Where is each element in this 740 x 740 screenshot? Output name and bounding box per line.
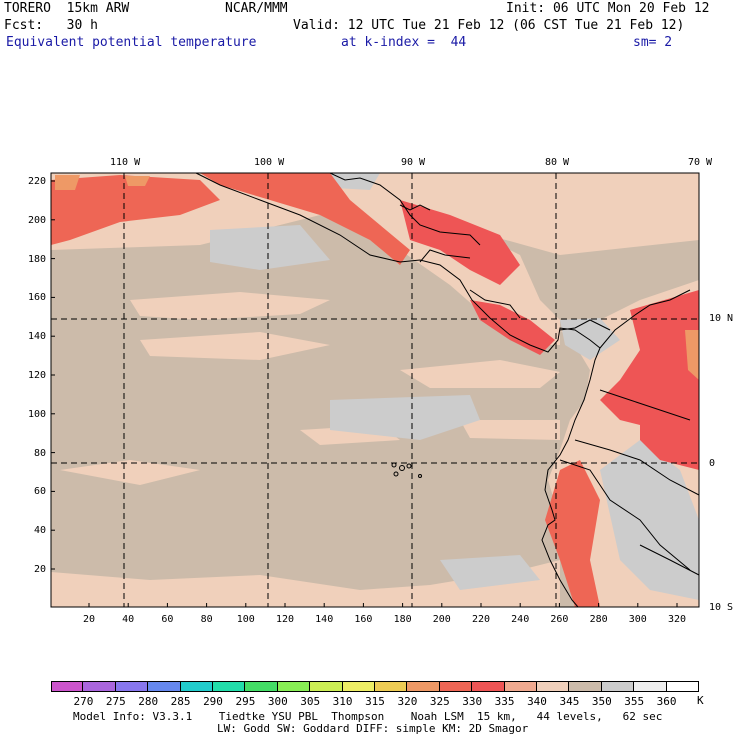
colorbar-label: 290 <box>203 695 223 708</box>
colorbar-swatch <box>504 681 537 692</box>
colorbar-swatch <box>666 681 699 692</box>
y-tick-label: 60 <box>33 486 46 498</box>
y-tick-label: 160 <box>27 292 46 304</box>
x-tick-label: 260 <box>550 614 569 625</box>
lon-label-80w: 80 W <box>545 157 570 168</box>
colorbar-label: 320 <box>397 695 418 708</box>
x-tick-label: 280 <box>589 614 608 625</box>
x-tick-label: 20 <box>82 614 96 625</box>
lon-label-110w: 110 W <box>110 157 141 168</box>
colorbar-swatch <box>51 681 84 692</box>
colorbar-label: 305 <box>300 695 321 708</box>
x-tick-label: 320 <box>667 614 687 625</box>
x-tick-label: 200 <box>432 614 451 625</box>
colorbar-swatch <box>472 681 505 692</box>
y-tick-label: 180 <box>27 253 46 265</box>
x-tick-label: 300 <box>628 614 647 625</box>
plot-frame <box>50 172 700 608</box>
colorbar-label: 275 <box>105 695 126 708</box>
x-tick-label: 40 <box>122 614 135 625</box>
colorbar-swatch <box>439 681 473 692</box>
colorbar-swatch <box>83 681 116 692</box>
colorbar-label: 300 <box>267 695 288 708</box>
x-tick-label: 120 <box>275 614 295 625</box>
coastlines <box>195 172 700 608</box>
x-tick-label: 220 <box>471 614 491 625</box>
y-tick-label: 120 <box>27 370 46 381</box>
y-tick-label: 200 <box>27 214 46 226</box>
theta-e-field <box>51 173 699 607</box>
colorbar-label: 350 <box>591 695 612 708</box>
colorbar-swatch <box>375 681 408 692</box>
field-name: Equivalent potential temperature <box>6 35 257 50</box>
x-tick-label: 240 <box>511 614 530 625</box>
colorbar-label: 340 <box>527 695 547 708</box>
x-tick-label: 180 <box>393 614 412 625</box>
x-tick-label: 140 <box>315 614 334 625</box>
colorbar-swatch <box>148 681 181 692</box>
lon-label-100w: 100 W <box>254 157 285 168</box>
colorbar-swatch <box>537 681 570 692</box>
model-info: Model Info: V3.3.1 Tiedtke YSU PBL Thomp… <box>73 710 663 723</box>
lon-label-70w: 70 W <box>688 157 713 168</box>
colorbar-swatch <box>310 681 343 692</box>
y-tick-label: 140 <box>27 331 46 343</box>
model-title: TORERO 15km ARW <box>4 1 130 16</box>
org-label: NCAR/MMM <box>225 1 288 16</box>
colorbar-swatch <box>634 681 667 692</box>
colorbar-label: 325 <box>429 695 450 708</box>
lat-label-0: 0 <box>709 458 716 469</box>
colorbar-swatch <box>115 681 149 692</box>
galapagos-islands <box>391 462 422 478</box>
level-label: at k-index = 44 <box>341 35 467 50</box>
colorbar-label: 270 <box>73 695 94 708</box>
physics-info: LW: Godd SW: Goddard DIFF: simple KM: 2D… <box>217 722 529 735</box>
colorbar-swatch <box>180 681 213 692</box>
colorbar-label: 330 <box>462 695 483 708</box>
valid-time: Valid: 12 UTC Tue 21 Feb 12 (06 CST Tue … <box>293 18 685 33</box>
graticule <box>51 173 699 607</box>
forecast-hour: Fcst: 30 h <box>4 18 98 33</box>
y-tick-label: 100 <box>27 408 46 420</box>
colorbar-label: 280 <box>138 695 159 708</box>
y-tick-label: 220 <box>27 176 46 187</box>
smoothing-label: sm= 2 <box>633 35 673 50</box>
y-tick-label: 80 <box>33 447 46 459</box>
colorbar-label: 345 <box>559 695 580 708</box>
x-tick-label: 160 <box>354 614 373 625</box>
init-time: Init: 06 UTC Mon 20 Feb 12 <box>506 1 710 16</box>
colorbar-label: 315 <box>365 695 385 708</box>
colorbar-label: 310 <box>332 695 353 708</box>
colorbar-swatch <box>277 681 311 692</box>
lat-label-10n: 10 N <box>709 313 734 324</box>
colorbar-label: 335 <box>494 695 515 708</box>
x-tick-label: 100 <box>236 614 255 625</box>
x-tick-label: 80 <box>200 614 213 625</box>
colorbar-swatch <box>342 681 375 692</box>
colorbar-swatch <box>213 681 246 692</box>
x-axis-ticks <box>88 603 678 607</box>
colorbar-swatch <box>569 681 602 692</box>
y-tick-label: 20 <box>33 564 46 575</box>
colorbar-swatch <box>601 681 635 692</box>
colorbar-unit: K <box>697 694 704 707</box>
lon-label-90w: 90 W <box>401 157 426 168</box>
colorbar-label: 285 <box>170 695 191 708</box>
colorbar-swatch <box>245 681 278 692</box>
colorbar-label: 355 <box>624 695 645 708</box>
y-tick-label: 40 <box>33 525 46 537</box>
lat-label-10s: 10 S <box>709 602 734 613</box>
colorbar-label: 360 <box>656 695 677 708</box>
colorbar-label: 295 <box>235 695 256 708</box>
y-axis-ticks <box>51 180 55 570</box>
colorbar-swatch <box>407 681 440 692</box>
x-tick-label: 60 <box>161 614 174 625</box>
